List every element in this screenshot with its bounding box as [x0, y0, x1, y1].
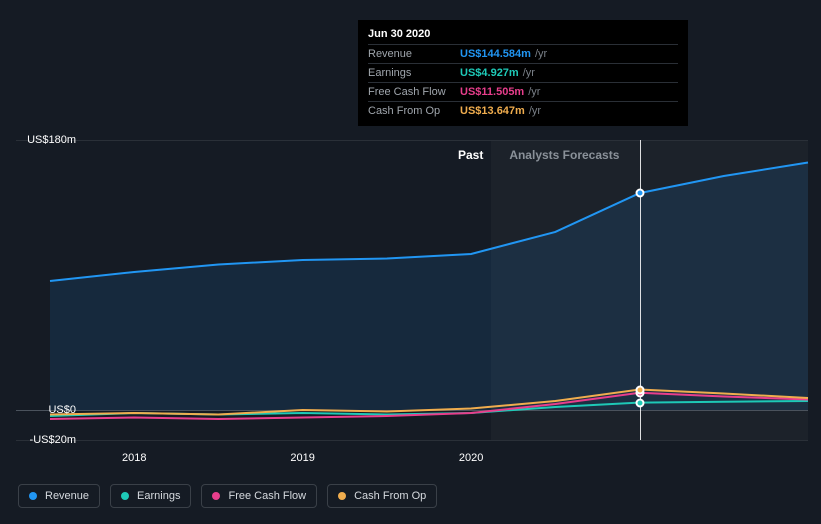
legend-label: Cash From Op	[354, 490, 426, 502]
hover-marker-earnings	[635, 398, 644, 407]
legend-item-cfo[interactable]: Cash From Op	[327, 484, 437, 508]
hover-marker-cfo	[635, 385, 644, 394]
legend-dot-icon	[121, 492, 129, 500]
tooltip-series-unit: /yr	[523, 67, 535, 79]
y-axis-label: US$180m	[20, 134, 76, 146]
legend-item-earnings[interactable]: Earnings	[110, 484, 191, 508]
chart-tooltip: Jun 30 2020 RevenueUS$144.584m/yrEarning…	[358, 20, 688, 126]
tooltip-series-unit: /yr	[535, 48, 547, 60]
chart-legend: Revenue Earnings Free Cash Flow Cash From O…	[18, 484, 437, 508]
x-axis-label: 2019	[290, 452, 314, 464]
past-region-label: Past	[458, 148, 483, 162]
legend-label: Revenue	[45, 490, 89, 502]
hover-marker-revenue	[635, 189, 644, 198]
tooltip-series-unit: /yr	[529, 105, 541, 117]
y-axis-label: -US$20m	[20, 434, 76, 446]
tooltip-series-name: Earnings	[368, 67, 460, 79]
legend-label: Earnings	[137, 490, 180, 502]
tooltip-row: RevenueUS$144.584m/yr	[368, 44, 678, 63]
tooltip-series-value: US$13.647m	[460, 105, 525, 117]
forecast-region-label: Analysts Forecasts	[509, 148, 619, 162]
legend-label: Free Cash Flow	[228, 490, 306, 502]
series-area-revenue	[50, 163, 808, 411]
x-axis-label: 2018	[122, 452, 146, 464]
tooltip-series-name: Cash From Op	[368, 105, 460, 117]
legend-item-revenue[interactable]: Revenue	[18, 484, 100, 508]
legend-item-fcf[interactable]: Free Cash Flow	[201, 484, 317, 508]
legend-dot-icon	[29, 492, 37, 500]
x-axis-label: 2020	[459, 452, 483, 464]
legend-dot-icon	[212, 492, 220, 500]
tooltip-series-name: Revenue	[368, 48, 460, 60]
tooltip-series-name: Free Cash Flow	[368, 86, 460, 98]
tooltip-series-value: US$11.505m	[460, 86, 524, 98]
tooltip-row: Free Cash FlowUS$11.505m/yr	[368, 82, 678, 101]
tooltip-series-value: US$144.584m	[460, 48, 531, 60]
tooltip-series-unit: /yr	[528, 86, 540, 98]
tooltip-date: Jun 30 2020	[368, 26, 678, 44]
tooltip-row: EarningsUS$4.927m/yr	[368, 63, 678, 82]
y-axis-label: US$0	[20, 404, 76, 416]
financials-chart: US$180m US$0 -US$20m 2018 2019 2020 Past Ana…	[0, 0, 821, 524]
tooltip-series-value: US$4.927m	[460, 67, 519, 79]
tooltip-row: Cash From OpUS$13.647m/yr	[368, 101, 678, 120]
legend-dot-icon	[338, 492, 346, 500]
